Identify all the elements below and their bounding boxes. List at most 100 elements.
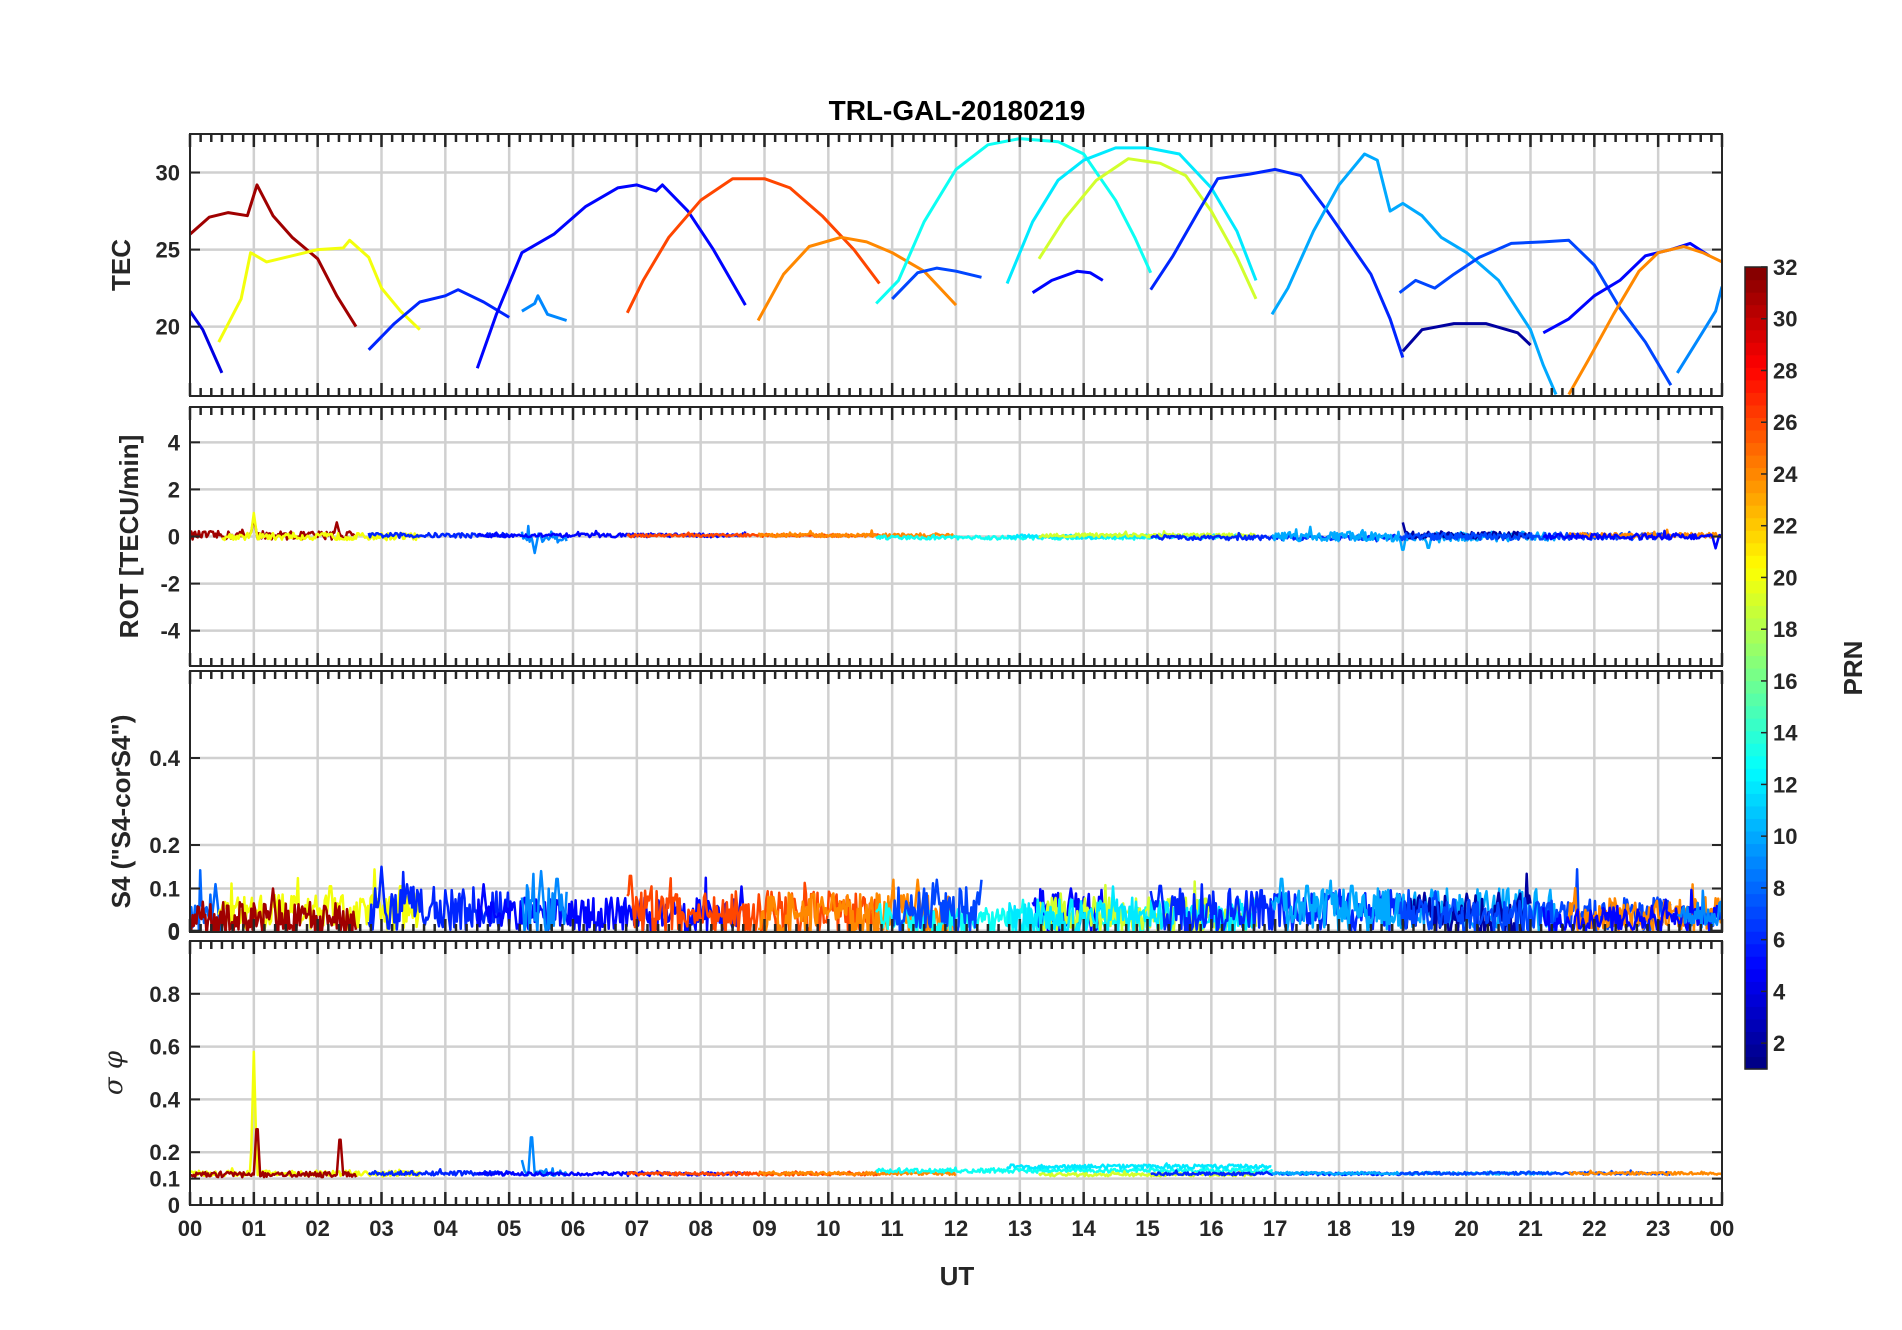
panel-sigma-y-ticks: 00.10.2 0.4 0.6 0.8 <box>149 982 1722 1218</box>
panel-sigma-data <box>190 1050 1722 1179</box>
series-prn-6 <box>367 288 510 351</box>
colorbar-segment <box>1745 617 1767 632</box>
y-tick-label: 0 <box>168 525 180 550</box>
colorbar-segment <box>1745 605 1767 619</box>
series-prn-5 <box>1031 269 1104 294</box>
x-tick-label: 14 <box>1071 1216 1096 1241</box>
series-prn-7 <box>891 266 982 300</box>
colorbar-segment <box>1745 968 1767 982</box>
x-tick-label: 16 <box>1199 1216 1223 1241</box>
colorbar-segment <box>1745 279 1767 293</box>
panel-rot-x-minor-ticks <box>188 407 1724 666</box>
colorbar-tick-label: 30 <box>1773 307 1797 332</box>
colorbar-segment <box>1745 492 1767 506</box>
series-prn-20 <box>217 868 421 931</box>
colorbar-segment <box>1745 304 1767 318</box>
colorbar-segment <box>1745 642 1767 657</box>
colorbar-segment <box>1745 267 1767 281</box>
series-prn-20 <box>217 238 421 343</box>
panel-sigma-y-label: σ φ <box>99 1050 129 1095</box>
series-prn-9 <box>1677 889 1722 929</box>
series-prn-10 <box>1271 525 1557 551</box>
colorbar-segment <box>1745 730 1767 744</box>
colorbar-segment <box>1745 805 1767 819</box>
colorbar-tick-label: 8 <box>1773 876 1785 901</box>
x-tick-label: 19 <box>1391 1216 1415 1241</box>
x-tick-label: 12 <box>944 1216 968 1241</box>
panel-sigma: 00.10.2 0.4 0.6 0.8 σ φ <box>99 940 1724 1218</box>
y-tick-label: 2 <box>168 477 180 502</box>
colorbar-segment <box>1745 868 1767 882</box>
x-tick-label: 02 <box>305 1216 329 1241</box>
colorbar-tick-label: 18 <box>1773 617 1797 642</box>
colorbar-segment <box>1745 943 1767 957</box>
colorbar-segment <box>1745 1031 1767 1045</box>
colorbar-tick-label: 12 <box>1773 772 1797 797</box>
colorbar-segment <box>1745 718 1767 732</box>
x-tick-label: 09 <box>752 1216 776 1241</box>
panel-s4-y-label: S4 ("S4-corS4") <box>106 715 136 909</box>
colorbar-segment <box>1745 329 1767 343</box>
colorbar-segment <box>1745 467 1767 481</box>
colorbar-segment <box>1745 956 1767 970</box>
series-prn-7 <box>890 878 983 932</box>
colorbar-segment <box>1745 630 1767 644</box>
colorbar-segment <box>1745 768 1767 782</box>
series-prn-4 <box>190 310 224 374</box>
colorbar-tick-label: 2 <box>1773 1031 1785 1056</box>
series-prn-12 <box>1006 1162 1272 1172</box>
y-tick-label: 0.2 <box>149 1140 180 1165</box>
colorbar-segment <box>1745 530 1767 544</box>
colorbar-segment <box>1745 592 1767 606</box>
y-tick-label: 0.1 <box>149 1167 180 1192</box>
colorbar-tick-label: 4 <box>1773 979 1786 1004</box>
colorbar-segment <box>1745 292 1767 306</box>
colorbar-segment <box>1745 367 1767 381</box>
panel-s4-y-ticks: 000.10.20.4 <box>149 746 1722 945</box>
y-tick-label: 25 <box>156 238 180 263</box>
panel-tec: 20 25 30 TEC <box>106 133 1724 397</box>
colorbar-segment <box>1745 442 1767 456</box>
y-tick-label: 20 <box>156 315 180 340</box>
series-prn-31 <box>190 183 358 328</box>
series-prn-9 <box>1676 286 1722 374</box>
panel-tec-x-minor-ticks <box>188 134 1724 396</box>
colorbar-tick-label: 22 <box>1773 514 1797 539</box>
y-tick-label: 4 <box>168 430 181 455</box>
x-axis-label: UT <box>940 1261 975 1291</box>
series-prn-24 <box>1568 1169 1722 1177</box>
colorbar-segment <box>1745 517 1767 531</box>
x-tick-label: 08 <box>688 1216 712 1241</box>
panel-tec-y-ticks: 20 25 30 <box>156 161 1722 340</box>
colorbar-segment <box>1745 354 1767 368</box>
colorbar-tick-label: 32 <box>1773 255 1797 280</box>
colorbar-segment <box>1745 931 1767 945</box>
x-tick-label: 10 <box>816 1216 840 1241</box>
colorbar-tick-label: 24 <box>1773 462 1798 487</box>
x-tick-labels: 00 01 02 03 04 05 06 07 08 09 10 11 12 13 14 15 16 17 18 19… <box>178 1216 1734 1241</box>
series-prn-24 <box>756 235 958 322</box>
y-tick-label: 0.4 <box>149 746 180 771</box>
colorbar-segment <box>1745 404 1767 418</box>
series-prn-7 <box>1398 238 1673 386</box>
series-prn-10 <box>1270 152 1558 396</box>
series-prn-5 <box>1542 529 1722 550</box>
series-prn-5 <box>476 529 747 539</box>
colorbar-segment <box>1745 1043 1767 1058</box>
x-tick-label: 05 <box>497 1216 521 1241</box>
colorbar-segment <box>1745 906 1767 920</box>
colorbar-segment <box>1745 655 1767 669</box>
series-prn-8 <box>190 868 224 932</box>
y-tick-label: -2 <box>160 572 180 597</box>
colorbar-segment <box>1745 893 1767 907</box>
colorbar-tick-label: 14 <box>1773 721 1798 746</box>
colorbar-segment <box>1745 454 1767 469</box>
x-tick-label: 00 <box>1710 1216 1734 1241</box>
colorbar-segment <box>1745 429 1767 444</box>
colorbar-frame <box>1744 266 1768 1070</box>
x-tick-label: 00 <box>178 1216 202 1241</box>
colorbar-segment <box>1745 680 1767 694</box>
colorbar-segment <box>1745 668 1767 682</box>
